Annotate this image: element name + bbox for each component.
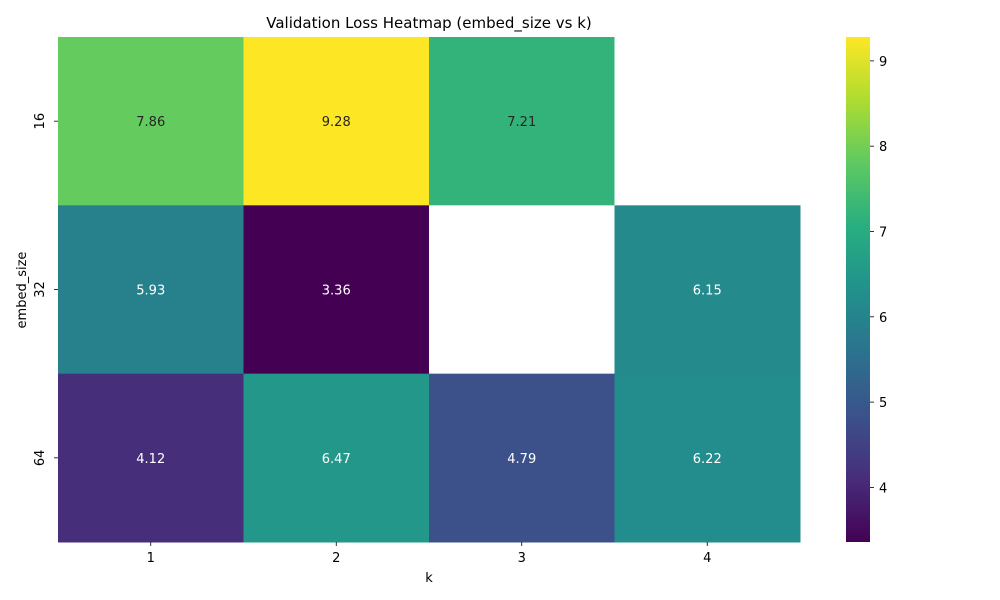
heatmap-cell-value: 4.12 [136,452,165,467]
colorbar-tick-label: 6 [879,311,887,326]
heatmap-cell [429,373,615,543]
colorbar [846,37,870,542]
heatmap-cell-value: 5.93 [136,284,165,299]
heatmap-cell [58,205,244,375]
heatmap-cell [614,205,801,375]
colorbar-tick-label: 4 [879,481,887,496]
heatmap-cell-value: 7.21 [507,115,536,130]
heatmap-cell-empty [614,37,801,206]
heatmap-cell-value: 6.15 [693,284,722,299]
x-axis-label: k [425,571,433,586]
heatmap-cell-labels: 7.86 9.28 7.21 5.93 3.36 6.15 4.12 6.47 4.79 6.22 [136,115,721,467]
heatmap-cell [243,205,430,375]
x-tick-label: 2 [332,551,340,566]
heatmap-cell [58,37,244,206]
colorbar-tick-label: 7 [879,225,887,240]
heatmap-cell [614,373,801,543]
colorbar-ticks: 4 5 6 7 8 9 [870,55,887,496]
heatmap-cell-value: 4.79 [507,452,536,467]
heatmap-cell-value: 7.86 [136,115,165,130]
x-tick-label: 4 [703,551,711,566]
heatmap-cell-value: 6.22 [693,452,722,467]
colorbar-tick-label: 8 [879,140,887,155]
x-tick-label: 3 [518,551,526,566]
colorbar-tick-label: 5 [879,396,887,411]
colorbar-tick-label: 9 [879,55,887,70]
heatmap-cell [429,37,615,206]
heatmap-cells [58,37,801,543]
heatmap-cell-value: 6.47 [322,452,351,467]
heatmap-cell-value: 3.36 [322,284,351,299]
y-tick-label: 32 [33,281,48,298]
y-tick-label: 64 [33,450,48,467]
heatmap-cell [243,373,430,543]
y-axis-ticks: 16 32 64 [33,113,58,466]
heatmap-cell-value: 9.28 [322,115,351,130]
x-axis-ticks: 1 2 3 4 [147,542,711,566]
heatmap-cell [58,373,244,543]
heatmap-cell-empty [429,205,615,375]
heatmap-cell [243,37,430,206]
x-tick-label: 1 [147,551,155,566]
y-axis-label: embed_size [15,252,30,329]
y-tick-label: 16 [33,113,48,130]
chart-title: Validation Loss Heatmap (embed_size vs k… [266,14,592,33]
